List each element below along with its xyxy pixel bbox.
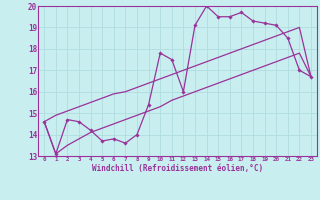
X-axis label: Windchill (Refroidissement éolien,°C): Windchill (Refroidissement éolien,°C) [92,164,263,173]
